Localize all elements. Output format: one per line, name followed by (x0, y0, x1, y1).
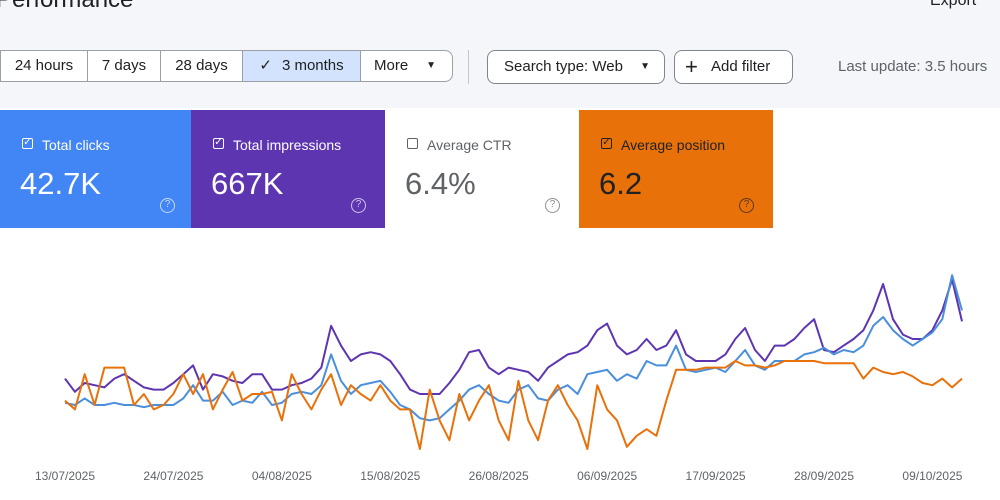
checkbox[interactable] (407, 138, 418, 149)
range-button[interactable]: ✓ 3 months (242, 50, 361, 82)
x-tick-label: 06/09/2025 (577, 469, 637, 483)
metric-card[interactable]: ✓ Total clicks 42.7K? (0, 110, 194, 228)
card-label: Average position (621, 137, 726, 153)
range-label: 24 hours (14, 57, 74, 74)
range-label: 3 months (281, 57, 344, 74)
x-tick-label: 17/09/2025 (686, 469, 746, 483)
range-label: 28 days (175, 57, 228, 74)
x-tick-label: 13/07/2025 (35, 469, 95, 483)
x-tick-label: 24/07/2025 (143, 469, 203, 483)
range-button[interactable]: More ▼ (360, 50, 453, 82)
series-line (64, 360, 963, 450)
checkbox[interactable]: ✓ (213, 137, 224, 149)
card-value: 6.4% (405, 166, 476, 201)
add-filter-label: Add filter (711, 58, 771, 75)
export-button[interactable]: Export (930, 0, 977, 9)
add-filter[interactable]: + Add filter (674, 50, 793, 84)
range-button[interactable]: 7 days (87, 50, 161, 82)
x-tick-label: 04/08/2025 (252, 469, 312, 483)
check-icon: ✓ (259, 57, 272, 74)
range-button[interactable]: 24 hours (0, 50, 88, 82)
help-icon[interactable]: ? (739, 198, 754, 213)
help-icon[interactable]: ? (160, 198, 175, 213)
series-line (64, 278, 963, 395)
x-tick-label: 09/10/2025 (902, 469, 962, 483)
chart: 13/07/2025 24/07/2025 04/08/2025 15/08/2025… (35, 274, 963, 483)
checkbox[interactable]: ✓ (22, 137, 33, 149)
card-label: Total clicks (42, 137, 110, 153)
range-label: More (374, 57, 409, 74)
checkbox[interactable]: ✓ (601, 137, 612, 149)
series-line (64, 274, 963, 422)
range-label: 7 days (101, 57, 147, 74)
card-label: Average CTR (427, 137, 512, 153)
card-label: Total impressions (233, 137, 342, 153)
x-tick-label: 28/09/2025 (794, 469, 854, 483)
card-value: 667K (211, 166, 284, 201)
metric-card[interactable]: Average CTR 6.4%? (385, 110, 579, 228)
last-update: Last update: 3.5 hours (838, 58, 988, 75)
range-button[interactable]: 28 days (160, 50, 243, 82)
help-icon[interactable]: ? (545, 198, 560, 213)
metric-card[interactable]: ✓ Total impressions 667K? (191, 110, 385, 228)
metric-card[interactable]: ✓ Average position 6.2? (579, 110, 773, 228)
card-value: 6.2 (599, 166, 643, 201)
search-type[interactable]: Search type: Web ▼ (487, 50, 665, 84)
x-tick-label: 26/08/2025 (469, 469, 529, 483)
dropdown-icon: ▼ (426, 60, 436, 71)
page-title: Performance (0, 0, 133, 14)
card-value: 42.7K (20, 166, 102, 201)
x-tick-label: 15/08/2025 (360, 469, 420, 483)
help-icon[interactable]: ? (351, 198, 366, 213)
search-type-label: Search type: Web (504, 58, 623, 75)
